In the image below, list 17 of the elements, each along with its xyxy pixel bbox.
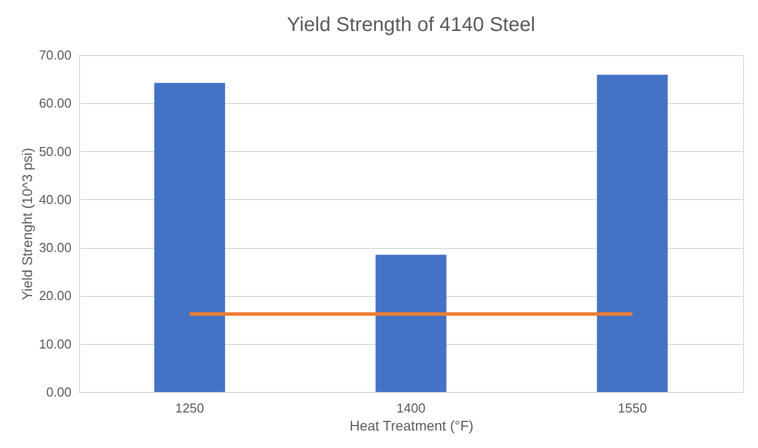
x-tick-label: 1250 [175, 400, 204, 416]
y-tick-label: 0.00 [46, 384, 72, 400]
y-tick-label: 10.00 [38, 336, 72, 352]
chart-title: Yield Strength of 4140 Steel [286, 14, 536, 36]
bar [154, 82, 226, 392]
bar [376, 254, 446, 392]
y-tick-label: 30.00 [38, 240, 72, 256]
x-axis-title: Heat Treatment (°F) [350, 418, 474, 434]
bar [596, 74, 668, 392]
y-tick-label: 70.00 [38, 48, 72, 62]
x-tick-label: 1550 [618, 400, 647, 416]
x-tick-label: 1400 [396, 400, 426, 416]
y-tick-label: 20.00 [38, 288, 72, 304]
y-tick-label: 60.00 [38, 96, 72, 111]
y-tick-label: 50.00 [38, 144, 72, 159]
y-axis-title: Yield Strenght (10^3 psi) [18, 148, 35, 300]
y-tick-label: 40.00 [38, 192, 72, 207]
